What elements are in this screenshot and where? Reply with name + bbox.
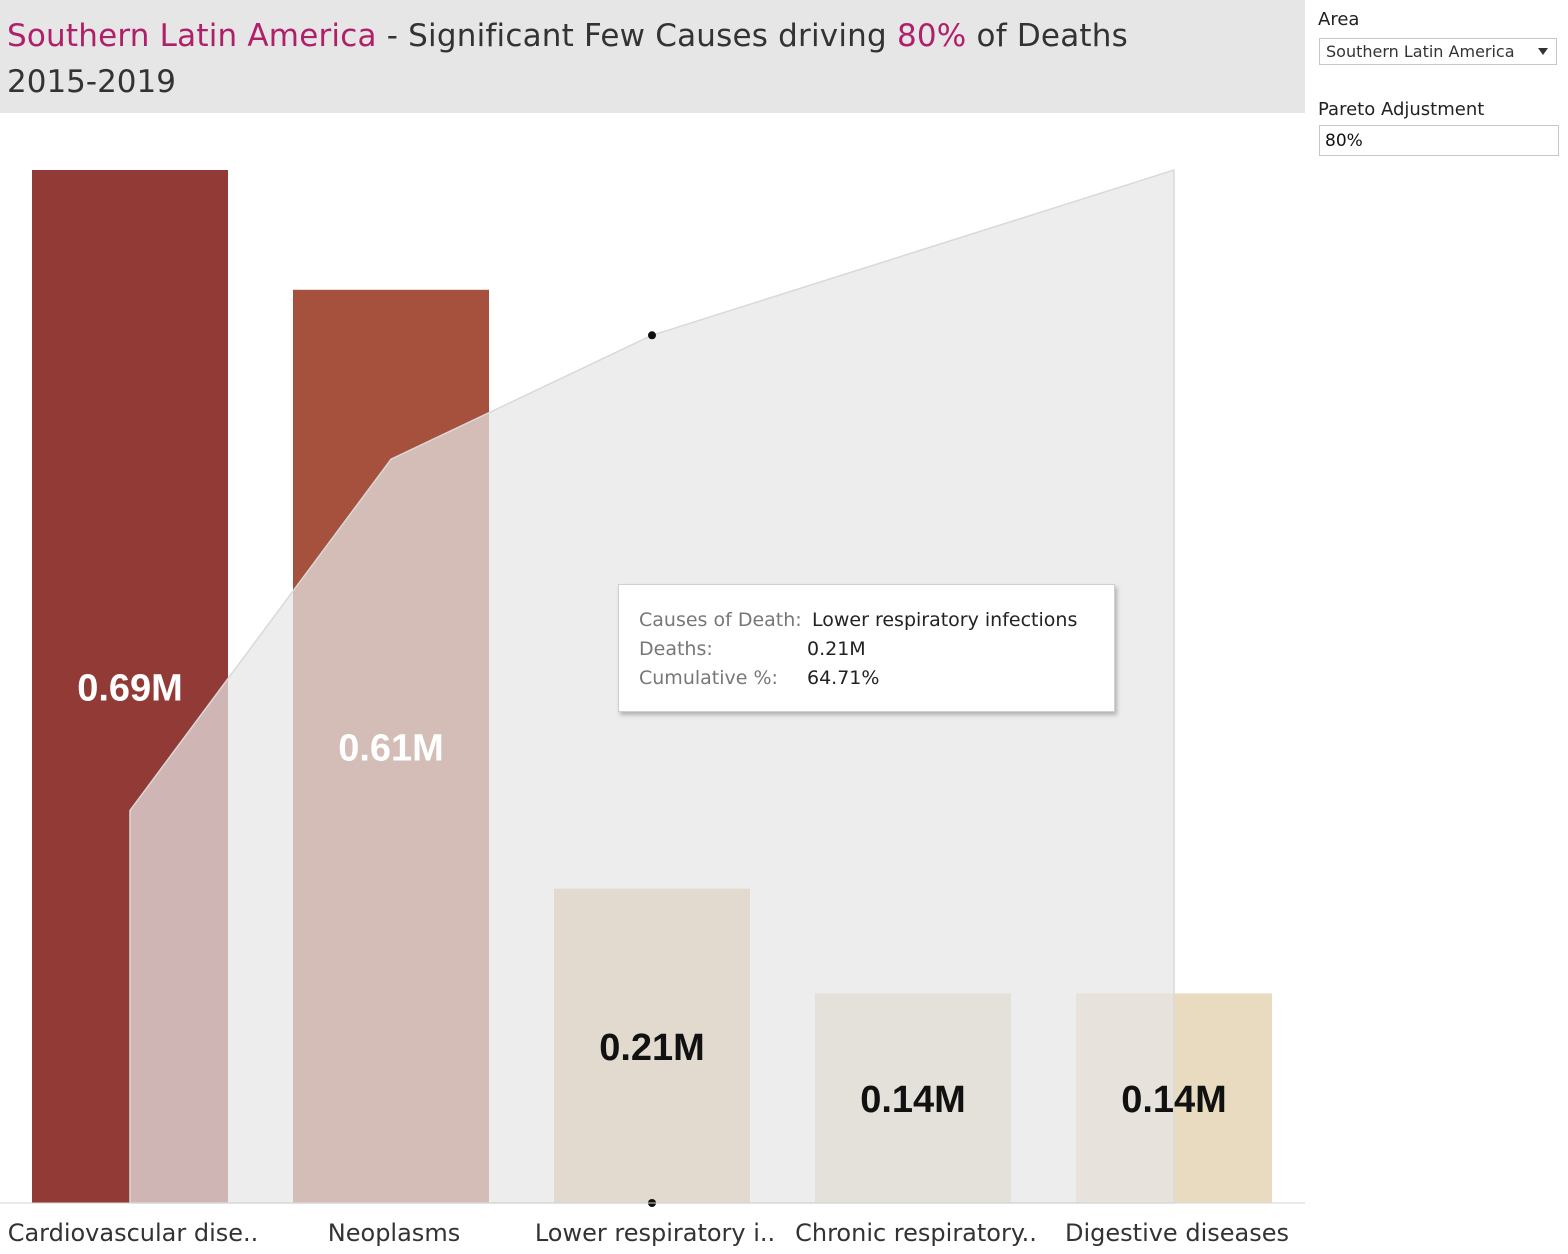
x-tick-label-4: Chronic respiratory.. bbox=[795, 1219, 1037, 1247]
x-tick-label-3: Lower respiratory i.. bbox=[535, 1219, 775, 1247]
bar-value-label-5: 0.14M bbox=[1121, 1079, 1227, 1121]
tooltip-cause-value: Lower respiratory infections bbox=[812, 609, 1078, 631]
bar-value-label-2: 0.61M bbox=[338, 727, 444, 769]
title-end: of Deaths bbox=[966, 18, 1128, 54]
tooltip-cumulative-value: 64.71% bbox=[807, 667, 880, 689]
tooltip-deaths-key: Deaths: bbox=[639, 638, 713, 660]
pareto-adjustment-input[interactable] bbox=[1319, 125, 1559, 156]
x-tick-label-5: Digestive diseases bbox=[1065, 1219, 1289, 1247]
pareto-chart: 0.69M 0.61M 0.21M 0.14M 0.14M Cardiovascular… bbox=[0, 168, 1305, 1247]
title-area: Southern Latin America bbox=[7, 18, 377, 54]
area-dropdown-value: Southern Latin America bbox=[1326, 42, 1515, 61]
pareto-adjustment-label: Pareto Adjustment bbox=[1318, 99, 1485, 120]
title-pct: 80% bbox=[896, 18, 967, 54]
tooltip-deaths-value: 0.21M bbox=[807, 638, 866, 660]
title-mid: - Significant Few Causes driving bbox=[376, 18, 897, 54]
title-bar: Southern Latin America - Significant Few… bbox=[0, 0, 1305, 113]
chevron-down-icon[interactable] bbox=[1538, 48, 1548, 55]
tooltip-cause-key: Causes of Death: bbox=[639, 609, 802, 631]
tooltip-cumulative-key: Cumulative %: bbox=[639, 667, 778, 689]
bar-value-label-4: 0.14M bbox=[860, 1079, 966, 1121]
tooltip: Causes of Death: Lower respiratory infec… bbox=[618, 584, 1115, 712]
x-tick-label-2: Neoplasms bbox=[328, 1219, 460, 1247]
area-dropdown[interactable]: Southern Latin America bbox=[1319, 38, 1557, 65]
x-tick-label-1: Cardiovascular dise.. bbox=[8, 1219, 259, 1247]
cumulative-point-marker bbox=[648, 331, 656, 340]
bar-value-label-3: 0.21M bbox=[599, 1027, 705, 1069]
page-title: Southern Latin America - Significant Few… bbox=[7, 18, 1128, 54]
bar-value-label-1: 0.69M bbox=[77, 668, 183, 710]
area-filter-label: Area bbox=[1318, 9, 1360, 30]
title-years: 2015-2019 bbox=[7, 64, 176, 100]
